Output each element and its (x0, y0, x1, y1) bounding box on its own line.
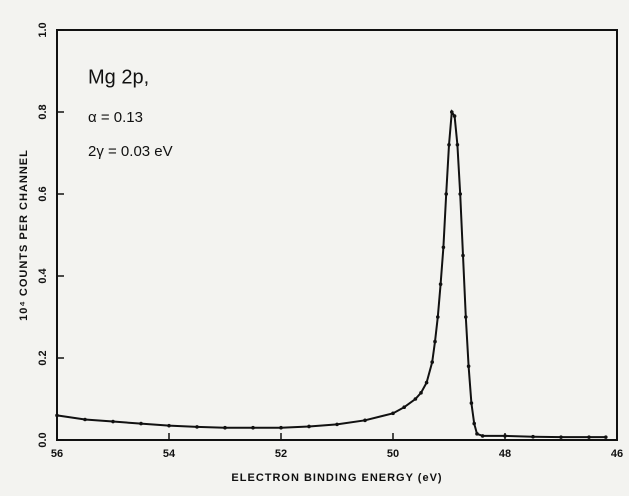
data-point (402, 405, 407, 410)
data-point (424, 380, 429, 385)
data-point (461, 253, 465, 258)
annotation: 2γ = 0.03 eV (88, 143, 173, 160)
data-point (436, 315, 440, 319)
data-point (419, 391, 423, 395)
data-point (363, 418, 367, 423)
data-point (251, 425, 255, 430)
annotation: α = 0.13 (88, 109, 143, 126)
data-point (503, 434, 507, 438)
data-point (139, 421, 143, 426)
x-tick-label: 48 (499, 448, 511, 460)
plot-frame (56, 29, 618, 441)
x-axis-label: ELECTRON BINDING ENERGY (eV) (231, 472, 442, 484)
data-point (455, 143, 460, 147)
x-tick-label: 46 (611, 448, 623, 460)
data-point (559, 435, 563, 439)
y-axis-label: 10⁴ COUNTS PER CHANNEL (18, 149, 30, 321)
data-line (56, 109, 606, 439)
data-point (464, 315, 468, 319)
x-tick-label: 56 (51, 448, 63, 460)
x-tick-label: 52 (275, 448, 287, 460)
y-tick-label: 1.0 (37, 22, 49, 37)
data-point (335, 422, 339, 427)
data-point (587, 435, 591, 439)
data-point (472, 421, 477, 426)
data-point (480, 434, 485, 438)
data-point (55, 413, 59, 418)
data-point (391, 411, 395, 416)
data-point (223, 425, 227, 430)
data-point (413, 397, 418, 401)
data-point (83, 417, 87, 422)
data-point (111, 419, 115, 424)
data-point (433, 339, 437, 344)
data-point (430, 360, 435, 364)
y-tick-label: 0.6 (37, 186, 49, 201)
data-point (279, 425, 283, 430)
data-point (307, 424, 311, 429)
data-point (195, 425, 199, 429)
y-tick-label: 0.8 (37, 104, 49, 119)
x-tick-label: 54 (163, 448, 176, 460)
data-point (469, 401, 474, 405)
data-point (438, 282, 443, 287)
y-tick-label: 0.2 (37, 350, 49, 365)
data-point (475, 432, 479, 436)
y-tick-label: 0.4 (37, 267, 49, 283)
data-point (466, 364, 471, 369)
data-point (447, 143, 451, 147)
data-point (444, 192, 449, 196)
data-point (167, 423, 171, 428)
data-point (452, 114, 457, 118)
y-tick-label: 0.0 (37, 432, 49, 447)
data-point (531, 434, 535, 439)
data-point (441, 245, 446, 250)
data-point (604, 435, 608, 439)
data-point (450, 110, 454, 114)
annotation: Mg 2p, (88, 66, 149, 88)
data-point (458, 192, 463, 196)
x-tick-label: 50 (387, 448, 399, 460)
